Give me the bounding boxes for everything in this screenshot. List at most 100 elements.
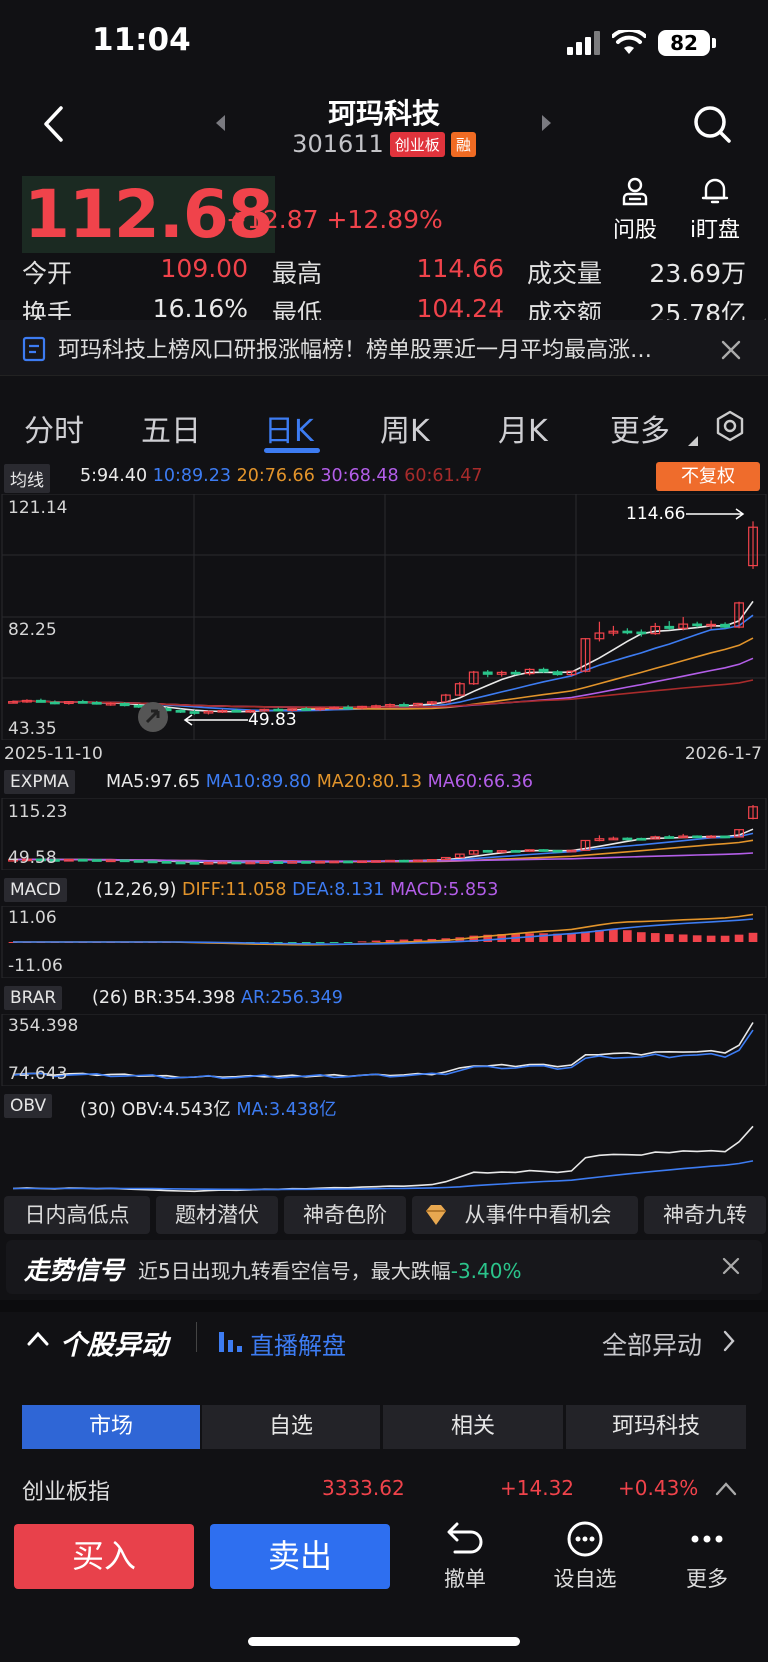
change-percent: +12.89% — [326, 205, 443, 234]
close-icon[interactable] — [720, 339, 742, 361]
news-text[interactable]: 珂玛科技上榜风口研报涨幅榜！榜单股票近一月平均最高涨… — [58, 338, 653, 363]
back-button[interactable] — [34, 102, 74, 146]
tab-related[interactable]: 相关 — [383, 1405, 563, 1449]
all-abnormal-link[interactable]: 全部异动 — [602, 1331, 703, 1360]
candle-body — [63, 701, 74, 705]
expma-indicator-select[interactable]: EXPMA — [4, 770, 75, 794]
expma-chart[interactable] — [0, 798, 768, 870]
document-icon — [22, 336, 46, 362]
tab-intraday[interactable]: 分时 — [24, 414, 84, 449]
candle-body — [8, 701, 18, 704]
candle-body — [748, 526, 758, 567]
feature-event-opportunity[interactable]: 从事件中看机会 — [412, 1196, 638, 1234]
tab-stock[interactable]: 珂玛科技 — [566, 1405, 746, 1449]
candle-body — [580, 638, 591, 672]
ar-line — [12, 1029, 754, 1080]
cellular-signal-icon — [567, 31, 600, 55]
feature-theme-ambush[interactable]: 题材潜伏 — [156, 1196, 278, 1234]
expma-candle-body — [259, 861, 270, 864]
chevron-up-icon[interactable] — [714, 1480, 738, 1496]
prev-stock-button[interactable] — [214, 114, 226, 136]
margin-badge: 融 — [450, 131, 476, 157]
candle-body — [315, 707, 326, 711]
obv-value: OBV:4.543亿 — [121, 1100, 231, 1120]
expma-candle-body — [231, 861, 242, 865]
macd-axis-top: 11.06 — [8, 908, 57, 928]
next-stock-button[interactable] — [541, 114, 553, 136]
macd-bar — [678, 934, 688, 942]
trend-signal-text: 近5日出现九转看空信号，最大跌幅-3.40% — [138, 1255, 522, 1284]
macd-bar — [581, 931, 590, 942]
expma-ma20: MA20:80.13 — [316, 772, 423, 792]
feature-intraday-high-low[interactable]: 日内高低点 — [4, 1196, 150, 1234]
close-icon[interactable] — [722, 1257, 740, 1275]
obv-indicator-select[interactable]: OBV — [4, 1094, 53, 1118]
tab-watchlist[interactable]: 自选 — [202, 1405, 380, 1449]
undo-icon — [447, 1522, 483, 1554]
expma-candle-body — [664, 836, 675, 839]
live-analysis-link[interactable]: 直播解盘 — [250, 1332, 346, 1360]
macd-chart[interactable] — [0, 906, 768, 978]
settings-icon[interactable] — [714, 410, 746, 442]
more-label: 更多 — [686, 1567, 728, 1591]
ma-indicator-select[interactable]: 均线 — [4, 464, 50, 493]
macd-bar — [343, 942, 353, 943]
obv-chart[interactable] — [0, 1122, 768, 1194]
index-value: 3333.62 — [322, 1476, 405, 1500]
macd-bar — [357, 941, 367, 943]
brar-ar: AR:256.349 — [240, 988, 343, 1008]
tab-monthly-k[interactable]: 月K — [498, 414, 548, 449]
expma-legend: MA5:97.65 MA10:89.80 MA20:80.13 MA60:66.… — [106, 772, 533, 792]
tab-market[interactable]: 市场 — [22, 1405, 200, 1449]
candle-body — [636, 631, 647, 635]
candle-body — [301, 708, 312, 711]
expma-candle-body — [622, 837, 633, 841]
adjust-mode-button[interactable]: 不复权 — [656, 462, 760, 491]
tab-daily-k[interactable]: 日K — [264, 414, 314, 449]
candle-body — [552, 671, 563, 676]
expma5-line — [12, 828, 754, 864]
expma-ma5: MA5:97.65 — [106, 772, 201, 792]
candle-body — [440, 694, 451, 703]
feature-magic-color-scale[interactable]: 神奇色阶 — [284, 1196, 406, 1234]
macd-bar — [720, 935, 730, 942]
macd-bar — [748, 932, 758, 942]
x-axis-end: 2026-1-7 — [684, 744, 762, 764]
expma-candle-body — [203, 861, 214, 865]
add-watchlist-button[interactable]: 设自选 — [545, 1520, 625, 1593]
candlestick-chart[interactable] — [0, 494, 768, 740]
more-button[interactable]: 更多 — [667, 1520, 747, 1593]
expma-candle-body — [343, 860, 354, 864]
expma-candle-body — [385, 859, 395, 863]
expma-candle-body — [468, 849, 479, 855]
tab-weekly-k[interactable]: 周K — [380, 414, 430, 449]
search-button[interactable] — [690, 102, 734, 150]
candle-body — [538, 668, 549, 673]
open-label: 今开 — [22, 259, 73, 288]
expma-candle-body — [524, 849, 535, 852]
expma-candle-body — [538, 849, 549, 852]
ma20-value: 20:76.66 — [236, 466, 315, 486]
trend-signal-bar[interactable] — [6, 1240, 762, 1294]
expma-ma10: MA10:89.80 — [205, 772, 312, 792]
candle-body — [454, 683, 465, 696]
candle-body — [426, 701, 437, 705]
sell-button[interactable]: 卖出 — [210, 1524, 390, 1589]
ask-stock-button[interactable]: 问股 — [610, 176, 660, 244]
tab-five-day[interactable]: 五日 — [141, 414, 201, 449]
brar-indicator-select[interactable]: BRAR — [4, 986, 63, 1010]
brar-chart[interactable] — [0, 1014, 768, 1086]
tab-more[interactable]: 更多 — [610, 414, 670, 449]
index-name: 创业板指 — [22, 1480, 111, 1505]
expma-candle-body — [147, 860, 158, 864]
chevron-up-icon[interactable] — [26, 1330, 50, 1346]
macd-indicator-select[interactable]: MACD — [4, 878, 67, 902]
news-banner[interactable] — [0, 320, 768, 376]
feature-magic-nine-turn[interactable]: 神奇九转 — [644, 1196, 766, 1234]
macd-bar — [706, 935, 716, 942]
buy-button[interactable]: 买入 — [14, 1524, 194, 1589]
candle-body — [468, 671, 479, 685]
replay-icon[interactable] — [136, 700, 170, 734]
cancel-order-button[interactable]: 撤单 — [425, 1520, 505, 1593]
watch-board-button[interactable]: i盯盘 — [682, 176, 748, 244]
